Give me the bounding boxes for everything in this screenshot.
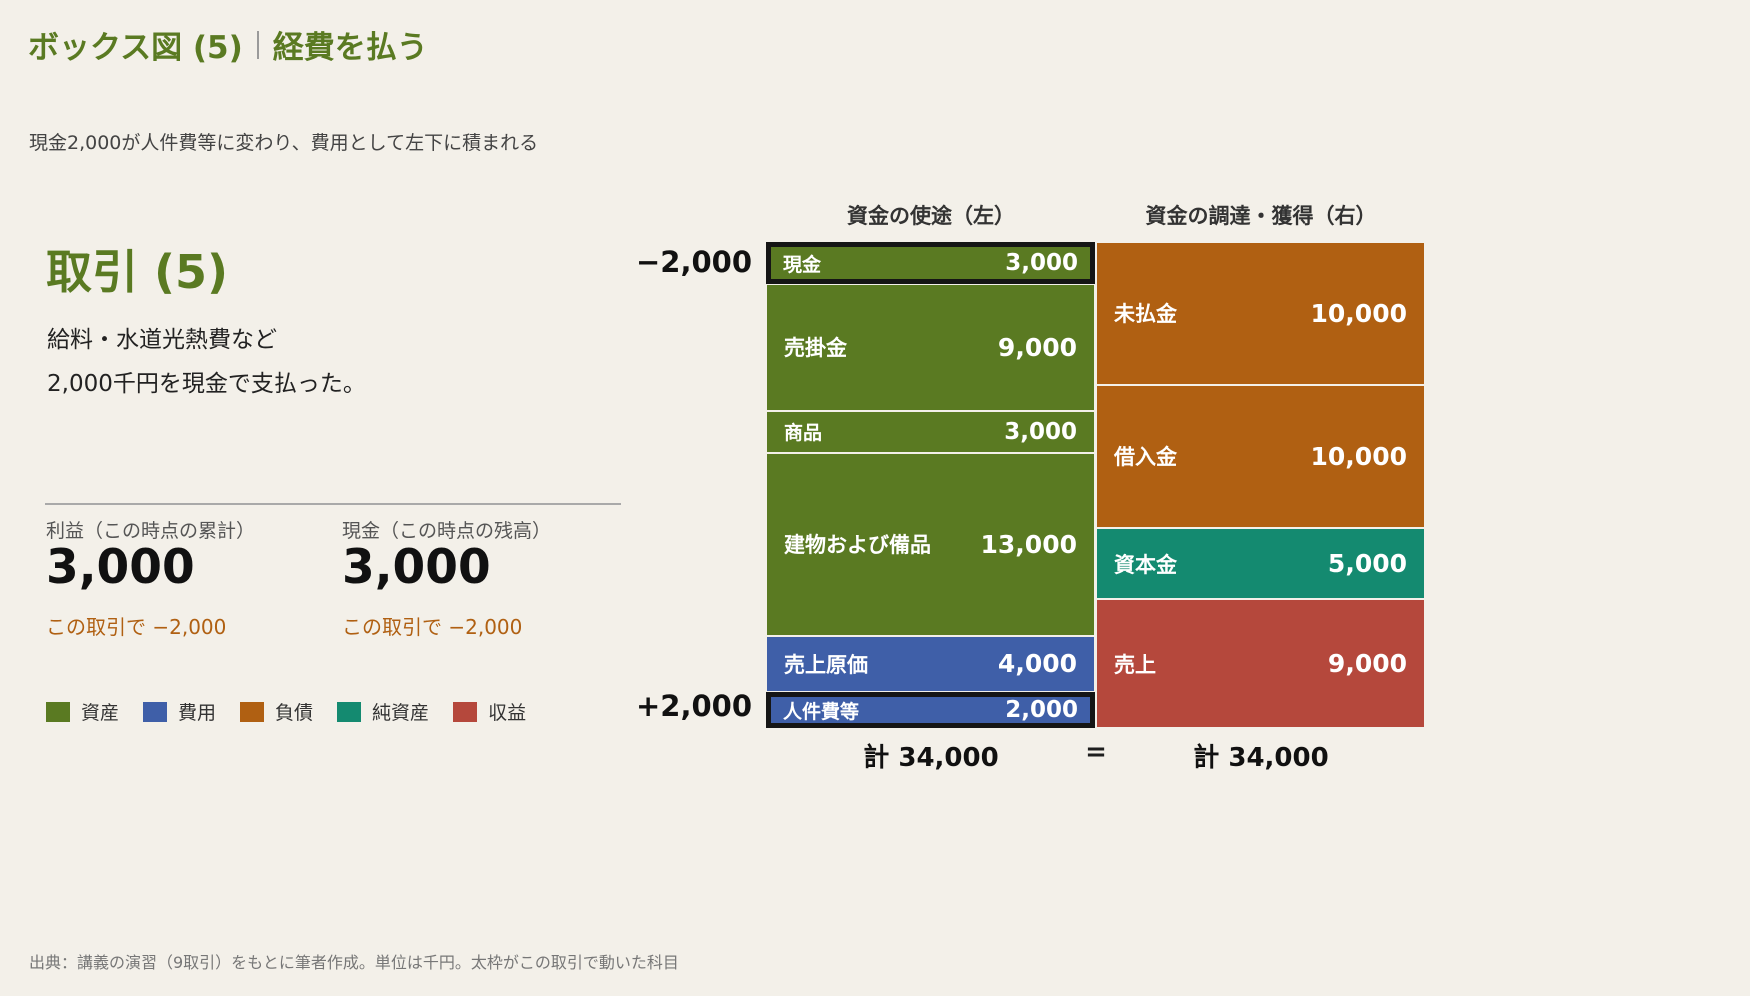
profit-value: 3,000 <box>46 540 195 595</box>
box-cell-費用: 売上原価 4,000 <box>766 635 1095 692</box>
box-cell-value: 13,000 <box>980 529 1077 559</box>
legend-item-liability: 負債 <box>240 698 313 725</box>
legend: 資産 費用 負債 純資産 収益 <box>46 698 550 725</box>
legend-label: 費用 <box>178 702 217 724</box>
transaction-description-line2: 2,000千円を現金で支払った。 <box>47 371 366 397</box>
legend-swatch <box>453 701 478 722</box>
box-cell-資産: 現金 3,000 <box>766 242 1095 284</box>
box-cell-value: 10,000 <box>1310 298 1407 328</box>
legend-swatch <box>337 701 362 722</box>
box-cell-name: 現金 <box>783 253 822 276</box>
box-cell-収益: 売上 9,000 <box>1096 599 1425 728</box>
cash-label: 現金（この時点の残高） <box>342 520 552 542</box>
box-cell-name: 売上原価 <box>784 652 868 677</box>
box-cell-資産: 建物および備品 13,000 <box>766 452 1095 636</box>
box-cell-負債: 借入金 10,000 <box>1096 384 1425 528</box>
legend-item-equity: 純資産 <box>337 698 429 725</box>
legend-swatch <box>240 701 265 722</box>
box-cell-費用: 人件費等 2,000 <box>766 692 1095 728</box>
box-cell-value: 5,000 <box>1327 549 1407 579</box>
box-cell-name: 借入金 <box>1114 445 1177 470</box>
box-cell-資産: 商品 3,000 <box>766 410 1095 453</box>
stats-divider <box>45 503 621 505</box>
cash-delta: この取引で −2,000 <box>342 615 523 639</box>
legend-item-asset: 資産 <box>46 698 119 725</box>
title-separator <box>256 30 259 59</box>
legend-label: 資産 <box>81 702 120 724</box>
legend-label: 負債 <box>275 702 314 724</box>
legend-swatch <box>143 701 168 722</box>
legend-item-expense: 費用 <box>143 698 216 725</box>
box-cell-純資産: 資本金 5,000 <box>1096 527 1425 600</box>
left-column-header: 資金の使途（左） <box>847 204 1015 228</box>
right-total: 計 34,000 <box>1193 743 1329 773</box>
legend-item-revenue: 収益 <box>453 698 526 725</box>
page-subtitle: 経費を払う <box>272 30 428 66</box>
transaction-title: 取引 (5) <box>46 245 229 299</box>
left-total: 計 34,000 <box>863 743 999 773</box>
box-cell-name: 建物および備品 <box>784 533 931 558</box>
legend-swatch <box>46 701 70 722</box>
legend-label: 純資産 <box>372 702 430 724</box>
box-diagram: 現金 3,000 売掛金 9,000 商品 3,000 建物および備品 13,000 売上原価 4… <box>766 242 1425 728</box>
cash-decrease-label: −2,000 <box>635 245 752 279</box>
profit-label: 利益（この時点の累計） <box>46 520 256 542</box>
box-cell-name: 人件費等 <box>783 700 860 723</box>
legend-label: 収益 <box>488 702 527 724</box>
cash-value: 3,000 <box>342 540 491 595</box>
box-cell-name: 売掛金 <box>784 336 847 361</box>
box-cell-負債: 未払金 10,000 <box>1096 242 1425 385</box>
box-cell-value: 4,000 <box>997 649 1077 679</box>
box-cell-資産: 売掛金 9,000 <box>766 284 1095 411</box>
box-cell-value: 3,000 <box>1005 250 1078 276</box>
box-cell-name: 未払金 <box>1114 302 1177 327</box>
box-cell-value: 2,000 <box>1005 697 1078 723</box>
right-column-header: 資金の調達・獲得（右） <box>1145 204 1377 228</box>
transaction-description-line1: 給料・水道光熱費など <box>47 327 277 353</box>
expense-increase-label: +2,000 <box>635 689 752 723</box>
box-cell-name: 商品 <box>784 422 823 445</box>
equals-sign: = <box>1085 737 1107 767</box>
box-cell-value: 9,000 <box>1327 649 1407 679</box>
source-note: 出典：講義の演習（9取引）をもとに筆者作成。単位は千円。太枠がこの取引で動いた科… <box>29 953 679 972</box>
profit-delta: この取引で −2,000 <box>46 615 227 639</box>
box-cell-name: 資本金 <box>1114 552 1177 577</box>
box-cell-name: 売上 <box>1114 652 1156 677</box>
page-description: 現金2,000が人件費等に変わり、費用として左下に積まれる <box>29 132 539 154</box>
page-title: ボックス図 (5) <box>28 30 243 66</box>
box-cell-value: 3,000 <box>1004 418 1077 445</box>
page-title-row: ボックス図 (5) 経費を払う <box>28 22 428 67</box>
box-cell-value: 10,000 <box>1310 441 1407 471</box>
box-cell-value: 9,000 <box>997 332 1077 362</box>
